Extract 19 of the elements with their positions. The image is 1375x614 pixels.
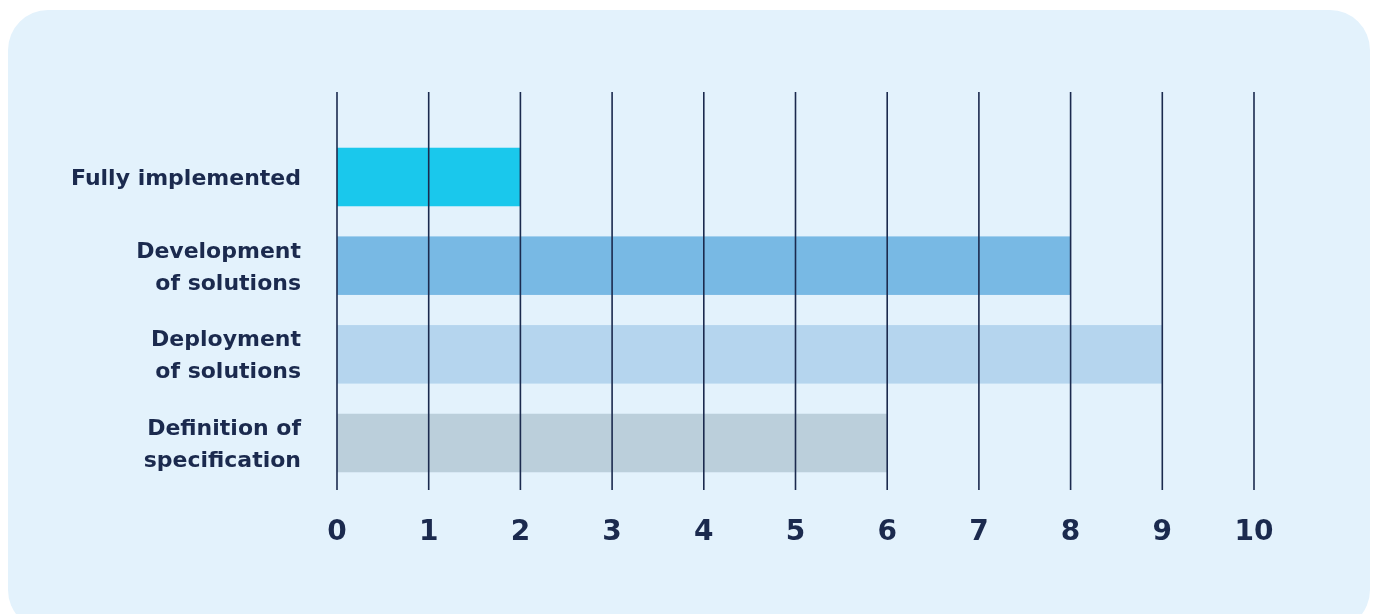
x-tick-label: 6	[877, 514, 897, 547]
x-tick-label: 1	[418, 514, 439, 547]
y-tick-label: Fully implemented	[70, 165, 301, 190]
x-tick-label: 5	[785, 514, 806, 547]
bar	[337, 236, 1071, 295]
y-tick-label: Definition of specification	[143, 415, 302, 472]
x-tick-label: 3	[602, 514, 622, 547]
bar	[337, 325, 1163, 384]
x-tick-label: 8	[1060, 514, 1081, 547]
x-tick-label: 4	[694, 514, 714, 547]
bar	[337, 147, 521, 207]
bar	[337, 413, 888, 473]
y-tick-label: Deployment of solutions	[151, 326, 302, 384]
x-tick-label: 2	[510, 514, 531, 547]
x-tick-label: 0	[327, 514, 347, 547]
x-tick-label: 7	[969, 514, 989, 547]
y-tick-label: Development of solutions	[136, 237, 302, 295]
x-tick-label: 10	[1234, 514, 1274, 547]
x-tick-label: 9	[1152, 514, 1173, 547]
